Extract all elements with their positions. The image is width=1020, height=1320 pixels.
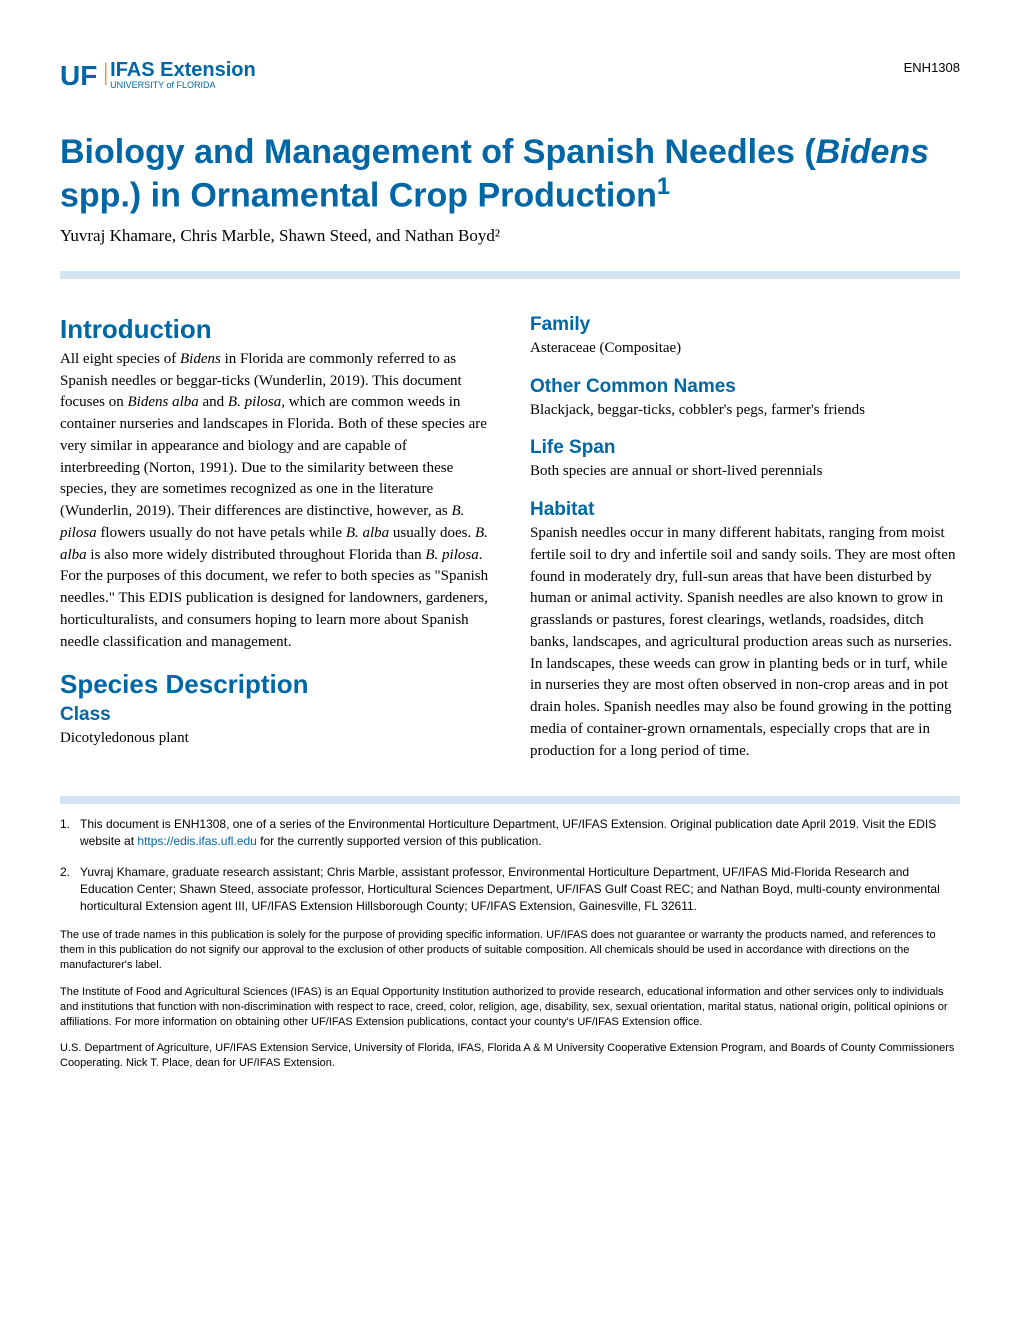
logo-uf: UF — [60, 60, 97, 92]
disclaimer-2: The Institute of Food and Agricultural S… — [60, 985, 960, 1030]
content-columns: Introduction All eight species of Bidens… — [60, 314, 960, 779]
text-italic: B. pilosa — [425, 547, 478, 563]
footnote-number: 2. — [60, 864, 70, 914]
text: is also more widely distributed througho… — [87, 547, 426, 563]
footnote-1: 1. This document is ENH1308, one of a se… — [60, 816, 960, 850]
text: and — [199, 394, 228, 410]
title-italic: Bidens — [816, 133, 929, 171]
footnote-text: This document is ENH1308, one of a serie… — [80, 816, 960, 850]
logo-sub: UNIVERSITY of FLORIDA — [110, 80, 256, 91]
document-title: Biology and Management of Spanish Needle… — [60, 132, 960, 216]
document-id: ENH1308 — [904, 60, 960, 75]
text: All eight species of — [60, 351, 180, 367]
footnote-text: Yuvraj Khamare, graduate research assist… — [80, 864, 960, 914]
lifespan-text: Both species are annual or short-lived p… — [530, 461, 960, 483]
disclaimer-1: The use of trade names in this publicati… — [60, 928, 960, 973]
text: for the currently supported version of t… — [257, 834, 542, 848]
logo-divider: | — [103, 60, 108, 87]
right-column: Family Asteraceae (Compositae) Other Com… — [530, 314, 960, 779]
disclaimer-3: U.S. Department of Agriculture, UF/IFAS … — [60, 1041, 960, 1071]
footnote-2: 2. Yuvraj Khamare, graduate research ass… — [60, 864, 960, 914]
header-row: UF | IFAS Extension UNIVERSITY of FLORID… — [60, 60, 960, 92]
names-text: Blackjack, beggar-ticks, cobbler's pegs,… — [530, 400, 960, 422]
text: flowers usually do not have petals while — [97, 525, 346, 541]
logo-text: IFAS Extension UNIVERSITY of FLORIDA — [110, 60, 256, 91]
family-text: Asteraceae (Compositae) — [530, 338, 960, 360]
family-heading: Family — [530, 314, 960, 336]
names-heading: Other Common Names — [530, 376, 960, 398]
edis-link[interactable]: https://edis.ifas.ufl.edu — [137, 834, 256, 848]
footer-divider — [60, 796, 960, 804]
text: usually does. — [389, 525, 475, 541]
habitat-heading: Habitat — [530, 499, 960, 521]
left-column: Introduction All eight species of Bidens… — [60, 314, 490, 779]
text: which are common weeds in container nurs… — [60, 394, 487, 519]
title-post: spp.) in Ornamental Crop Production — [60, 176, 657, 214]
title-divider — [60, 271, 960, 279]
habitat-text: Spanish needles occur in many different … — [530, 523, 960, 762]
lifespan-heading: Life Span — [530, 437, 960, 459]
intro-text: All eight species of Bidens in Florida a… — [60, 349, 490, 654]
class-heading: Class — [60, 704, 490, 726]
footnote-number: 1. — [60, 816, 70, 850]
text-italic: B. pilosa, — [228, 394, 285, 410]
intro-heading: Introduction — [60, 314, 490, 345]
title-sup: 1 — [657, 173, 670, 200]
authors: Yuvraj Khamare, Chris Marble, Shawn Stee… — [60, 226, 960, 246]
text-italic: Bidens — [180, 351, 221, 367]
species-heading: Species Description — [60, 669, 490, 700]
text-italic: B. alba — [346, 525, 389, 541]
logo: UF | IFAS Extension UNIVERSITY of FLORID… — [60, 60, 256, 92]
logo-ifas: IFAS Extension — [110, 60, 256, 80]
text-italic: Bidens alba — [128, 394, 199, 410]
class-text: Dicotyledonous plant — [60, 728, 490, 750]
title-pre: Biology and Management of Spanish Needle… — [60, 133, 816, 171]
